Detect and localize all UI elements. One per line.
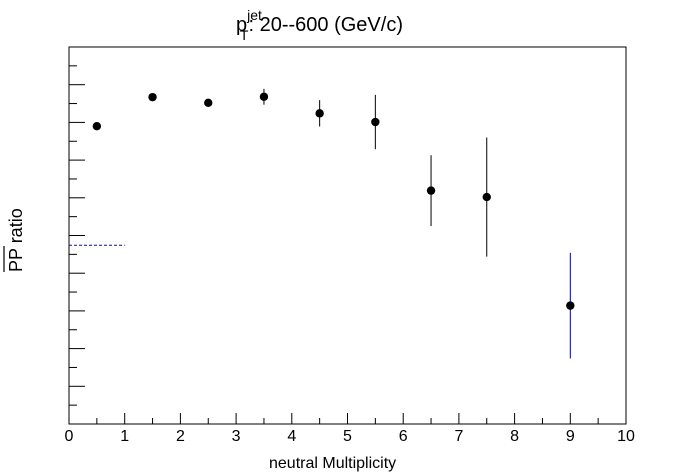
data-point: [204, 98, 213, 107]
data-point: [148, 92, 157, 102]
x-tick-label: 2: [176, 428, 185, 445]
title-text: : 20--600 (GeV/c): [248, 14, 403, 36]
x-axis-tick-labels: 0 1 2 3 4 5 6 7 8 9 10: [65, 428, 635, 445]
x-tick-label: 5: [343, 428, 352, 445]
data-point: [566, 301, 575, 310]
data-point: [371, 117, 380, 127]
svg-text:PP ratio: PP ratio: [6, 208, 26, 272]
x-tick-label: 8: [510, 428, 519, 445]
x-axis-label: neutral Multiplicity: [269, 455, 396, 472]
data-point: [92, 121, 102, 131]
x-tick-label: 7: [454, 428, 463, 445]
title-superscript: jet: [246, 7, 262, 23]
title-subscript: T: [240, 27, 249, 43]
x-tick-label: 9: [566, 428, 575, 445]
title-symbol: p: [236, 14, 247, 36]
y-axis-label-overlined: PP: [6, 248, 26, 272]
y-axis-label-text: ratio: [6, 208, 26, 248]
x-tick-label: 0: [65, 428, 74, 445]
data-point: [426, 186, 436, 195]
plot-frame: [68, 46, 627, 425]
data-point: [315, 109, 324, 118]
x-tick-label: 4: [287, 428, 296, 445]
x-tick-label: 1: [120, 428, 129, 445]
y-axis-label: PP ratio: [3, 208, 26, 272]
data-point: [259, 92, 269, 101]
data-points: [92, 88, 575, 359]
x-tick-label: 10: [617, 428, 635, 445]
x-tick-label: 3: [232, 428, 241, 445]
chart-title: pjet T: 20--600 (GeV/c): [236, 7, 403, 43]
x-tick-label: 6: [399, 428, 408, 445]
x-axis-ticks: [68, 413, 627, 424]
y-axis-ticks: [69, 46, 85, 425]
data-point: [482, 192, 491, 202]
